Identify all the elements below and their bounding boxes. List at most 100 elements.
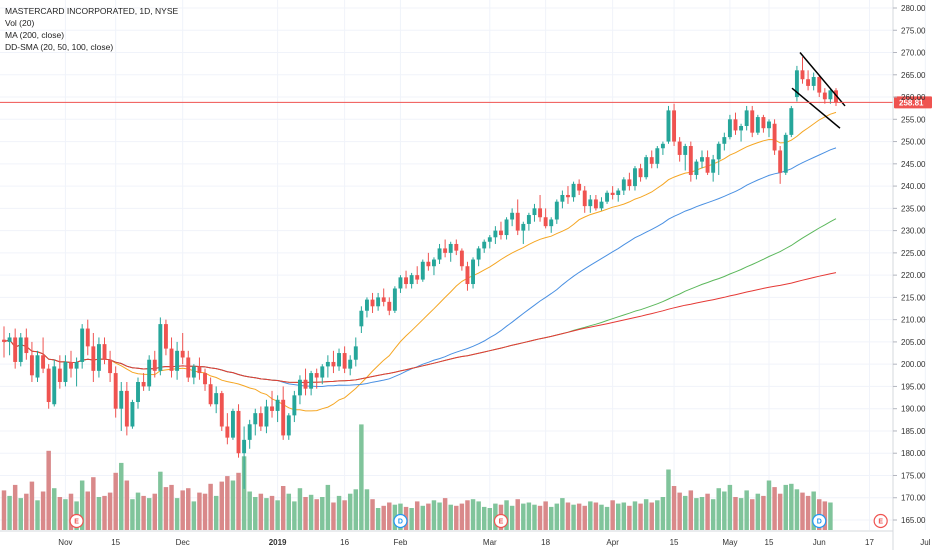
volume-bar xyxy=(783,484,788,530)
volume-bar xyxy=(766,480,772,530)
price-axis[interactable]: 280.00 275.00 270.00 265.00 260.00 255.00 250.… xyxy=(892,0,926,550)
volume-bar xyxy=(448,504,453,530)
volume-bar xyxy=(331,502,336,530)
volume-bar xyxy=(191,501,197,530)
candle xyxy=(454,239,459,256)
candle xyxy=(292,390,297,423)
candle xyxy=(225,413,230,445)
price-tick-label: 260.00 xyxy=(901,93,926,102)
candle-body xyxy=(275,399,280,411)
volume-bar xyxy=(655,500,660,530)
candle xyxy=(599,197,604,211)
candle xyxy=(806,70,811,91)
candle xyxy=(471,257,476,289)
candle-body xyxy=(331,361,336,367)
candle xyxy=(822,88,827,104)
candle xyxy=(163,319,168,356)
price-tick-label: 280.00 xyxy=(901,4,926,13)
volume-bar xyxy=(537,505,543,530)
candle xyxy=(258,406,263,431)
volume-bar xyxy=(359,424,364,530)
candle xyxy=(404,270,408,289)
dividend-marker[interactable]: D xyxy=(393,513,408,529)
volume-bar xyxy=(7,495,12,530)
candle xyxy=(560,190,565,209)
volume-bar xyxy=(40,491,46,530)
candle xyxy=(638,163,643,182)
candle-body xyxy=(515,212,520,231)
candle-body xyxy=(191,366,196,378)
candle-body xyxy=(376,297,381,307)
candle-body xyxy=(387,301,392,311)
candle xyxy=(767,119,771,138)
candle xyxy=(426,252,431,271)
event-label: E xyxy=(878,519,883,526)
candle xyxy=(700,150,704,169)
candle-body xyxy=(571,183,576,198)
volume-bar xyxy=(202,493,208,530)
event-circle[interactable] xyxy=(393,513,408,529)
candle-body xyxy=(398,277,403,289)
symbol-title[interactable]: MASTERCARD INCORPORATED, 1D, NYSE xyxy=(5,6,179,16)
candle-body xyxy=(225,426,230,438)
candle-body xyxy=(817,77,822,93)
time-axis[interactable]: Nov 15 Dec 2019 16 Feb Mar 18 Apr 15 May 15 Jun 17 Jul xyxy=(0,530,931,547)
earnings-marker[interactable]: E xyxy=(69,513,84,529)
event-circle[interactable] xyxy=(69,513,84,529)
dividend-marker[interactable]: D xyxy=(812,513,827,529)
volume-bar xyxy=(738,498,744,530)
volume-bar xyxy=(750,499,755,530)
moving-average-lines xyxy=(3,111,837,412)
candle xyxy=(727,114,732,140)
price-tick-label: 210.00 xyxy=(901,316,926,325)
event-circle[interactable] xyxy=(873,513,888,529)
sma-50-line xyxy=(3,147,837,387)
ma-indicator-label[interactable]: MA (200, close) xyxy=(5,30,65,40)
candle-body xyxy=(420,261,425,280)
candle-body xyxy=(147,359,152,387)
volume-indicator-label[interactable]: Vol (20) xyxy=(5,18,35,28)
price-tag-label: 258.81 xyxy=(899,98,924,107)
volume-bar xyxy=(465,500,470,530)
volume-bar xyxy=(576,503,582,530)
volume-bar xyxy=(755,493,761,530)
candle xyxy=(180,333,185,365)
earnings-marker[interactable]: E xyxy=(493,513,509,529)
candle xyxy=(191,364,196,385)
dd-sma-indicator-label[interactable]: DD-SMA (20, 50, 100, close) xyxy=(5,42,114,52)
candle-body xyxy=(660,143,665,149)
candle-body xyxy=(454,243,459,251)
volume-bar xyxy=(716,488,721,530)
volume-bar xyxy=(370,499,375,530)
candle-body xyxy=(621,179,626,191)
volume-bar xyxy=(504,500,509,530)
price-tick-label: 265.00 xyxy=(901,71,926,80)
volume-bar xyxy=(102,495,107,530)
candle xyxy=(270,390,274,418)
event-label: E xyxy=(74,519,79,526)
volume-bar xyxy=(141,495,146,530)
volume-bar xyxy=(91,477,96,530)
candle xyxy=(437,243,442,264)
volume-bar xyxy=(174,498,180,530)
volume-bar xyxy=(57,497,63,530)
volume-bar xyxy=(213,495,219,530)
earnings-marker[interactable]: E xyxy=(873,513,888,529)
candle xyxy=(487,235,492,249)
candle xyxy=(722,132,727,151)
candle-body xyxy=(465,266,470,285)
time-tick-label: 15 xyxy=(670,538,679,547)
candle xyxy=(610,186,615,200)
event-circle[interactable] xyxy=(493,513,509,529)
price-candles xyxy=(2,56,838,489)
candle-body xyxy=(370,299,375,307)
volume-bar xyxy=(805,495,811,530)
candle-body xyxy=(342,353,347,369)
volume-bar xyxy=(744,490,749,530)
volume-bar xyxy=(627,505,632,530)
volume-bar xyxy=(800,492,805,530)
event-circle[interactable] xyxy=(812,513,827,529)
candle-body xyxy=(35,355,40,378)
